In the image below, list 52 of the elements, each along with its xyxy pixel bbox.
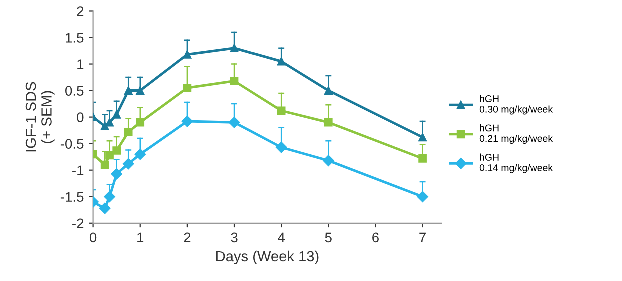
point (112, 110, 121, 119)
x-tick-label: 6 (372, 232, 379, 243)
point (111, 168, 122, 180)
x-tick-label: 7 (420, 232, 426, 242)
y-tick-label: -0.5 (60, 139, 84, 150)
point (183, 50, 192, 59)
point (134, 148, 146, 160)
y-tick-label: 1 (78, 60, 84, 70)
legend-label: hGH 0.14 mg/kg/week (480, 154, 554, 174)
y-tick-label: 0 (77, 112, 84, 122)
point (106, 118, 114, 127)
legend-label: hGH 0.30 mg/kg/week (480, 95, 554, 115)
legend-label: hGH 0.21 mg/kg/week (480, 124, 554, 144)
y-tick-label: 0.5 (66, 86, 84, 96)
point (418, 133, 427, 142)
x-tick-label: 0 (90, 232, 97, 243)
point (124, 128, 133, 136)
y-tick-label: 2 (77, 6, 84, 16)
x-tick-label: 2 (184, 232, 191, 242)
y-axis-title: IGF-1 SDS (+ SEM) (26, 82, 55, 152)
y-tick-label: -1.5 (60, 192, 84, 202)
point (124, 86, 133, 95)
point (230, 77, 239, 86)
y-tick-label: -1 (72, 166, 84, 176)
point (418, 154, 427, 163)
point (99, 202, 111, 214)
point (324, 118, 333, 127)
point (228, 117, 240, 128)
point (276, 142, 288, 154)
point (417, 191, 428, 202)
x-tick-label: 3 (231, 232, 238, 243)
point (230, 44, 239, 53)
point (277, 106, 286, 116)
point (100, 122, 110, 130)
point (100, 160, 110, 170)
y-tick-label: -2 (72, 218, 84, 228)
x-tick-label: 5 (325, 232, 332, 243)
point (183, 84, 192, 92)
point (122, 158, 134, 170)
point (136, 86, 145, 95)
x-axis-title: Days (Week 13) (216, 250, 319, 265)
x-tick-label: 1 (138, 232, 144, 242)
y-tick-label: 1.5 (66, 33, 84, 43)
point (324, 86, 333, 95)
point (323, 155, 334, 166)
point (277, 57, 286, 66)
point (104, 191, 116, 202)
point (136, 118, 145, 127)
point (182, 116, 194, 128)
x-tick-label: 4 (278, 232, 286, 242)
point (106, 151, 114, 160)
point (112, 146, 121, 155)
